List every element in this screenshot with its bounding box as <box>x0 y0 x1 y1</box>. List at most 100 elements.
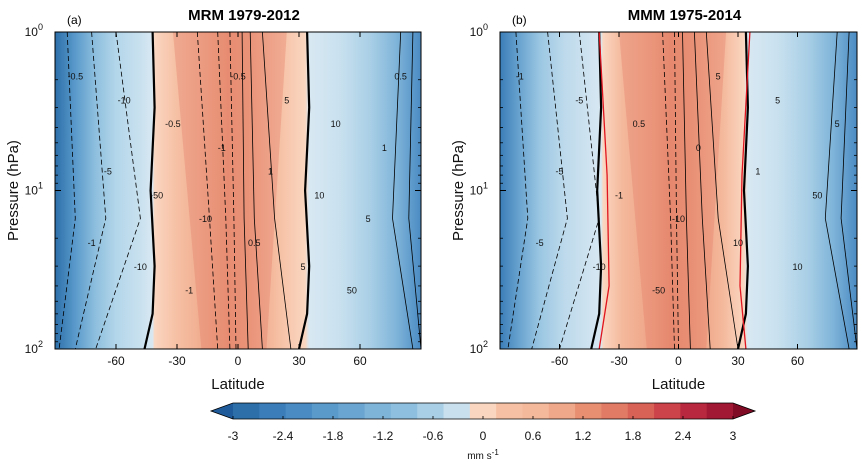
contour-label: 5 <box>716 72 721 82</box>
colorbar-bin <box>680 403 708 419</box>
panel-a: -0.5-1-5-10-10-50-0.5-1-10-1-0.50.515510… <box>5 7 422 393</box>
y-tick-exponent: 0 <box>483 22 488 32</box>
filled-contour-field <box>500 32 857 349</box>
contour-label: 1 <box>268 167 273 177</box>
positive-contour <box>241 32 249 349</box>
colorbar-tick-label: 2.4 <box>675 429 692 443</box>
plot-area: -0.5-1-5-10-10-50-0.5-1-10-1-0.50.515510… <box>55 32 421 349</box>
x-tick-label: 30 <box>731 354 745 368</box>
contour-label: 0 <box>696 143 701 153</box>
contour-label: -0.5 <box>230 72 246 82</box>
colorbar-bin <box>233 403 260 419</box>
red-line-north <box>739 32 751 349</box>
colorbar-tick-label: 3 <box>730 429 737 443</box>
zero-contour-north <box>297 32 311 349</box>
y-tick-label: 101 <box>25 181 43 198</box>
contour-label: 50 <box>347 286 357 296</box>
contour-label: 5 <box>284 95 289 105</box>
y-axis-label: Pressure (hPa) <box>450 140 467 241</box>
contour-label: 1 <box>755 167 760 177</box>
colorbar-bin <box>390 403 418 419</box>
y-tick-base: 10 <box>25 342 39 356</box>
y-tick-base: 10 <box>470 342 484 356</box>
panel-title: MMM 1975-2014 <box>628 7 742 24</box>
negative-contour <box>74 32 107 349</box>
negative-contour <box>229 32 237 349</box>
colorbar-bin <box>522 403 550 419</box>
colorbar-bin <box>601 403 629 419</box>
colorbar-bin <box>627 403 655 419</box>
colorbar-bin <box>548 403 576 419</box>
y-tick-exponent: 2 <box>483 339 488 349</box>
x-tick-label: 60 <box>791 354 805 368</box>
x-tick-label: 0 <box>235 354 242 368</box>
x-tick-label: 30 <box>292 354 306 368</box>
y-tick-exponent: 2 <box>38 339 43 349</box>
negative-contour <box>58 32 76 349</box>
contour-label: -10 <box>134 262 147 272</box>
panel-title: MRM 1979-2012 <box>188 7 300 24</box>
y-tick-exponent: 0 <box>38 22 43 32</box>
negative-contour <box>95 32 141 349</box>
x-axis-label: Latitude <box>211 376 264 393</box>
y-tick-label: 100 <box>25 22 43 39</box>
negative-contour <box>674 32 679 349</box>
colorbar-extend-low <box>211 403 233 419</box>
colorbar-bin <box>443 403 471 419</box>
contour-label: -0.5 <box>68 72 84 82</box>
colorbar-tick-label: 0.6 <box>525 429 542 443</box>
core-shading <box>172 32 287 349</box>
negative-contour <box>217 32 231 349</box>
y-tick-label: 102 <box>25 339 43 356</box>
x-tick-label: -30 <box>610 354 628 368</box>
x-tick-label: 60 <box>353 354 367 368</box>
x-tick-label: -30 <box>168 354 186 368</box>
colorbar-tick-label: -3 <box>228 429 239 443</box>
negative-contour <box>507 32 529 349</box>
contour-label: 1 <box>382 143 387 153</box>
colorbar-tick-label: 1.8 <box>625 429 642 443</box>
contour-label: -5 <box>104 167 112 177</box>
x-tick-label: -60 <box>551 354 569 368</box>
colorbar-bin <box>706 403 734 419</box>
contour-label: -0.5 <box>165 119 181 129</box>
contour-label: 10 <box>314 190 324 200</box>
zero-contour-north <box>736 32 750 349</box>
positive-contour <box>249 32 263 349</box>
contour-label: 0.5 <box>248 238 261 248</box>
negative-contour <box>196 32 219 349</box>
units-base: mm s <box>467 451 491 462</box>
x-tick-label: 0 <box>675 354 682 368</box>
contour-label: 5 <box>775 95 780 105</box>
colorbar-bin <box>285 403 313 419</box>
colorbar-tick-label: -1.8 <box>323 429 344 443</box>
units-exponent: -1 <box>492 448 500 457</box>
colorbar-tick-label: -1.2 <box>373 429 394 443</box>
panel-label: (b) <box>512 13 527 27</box>
contour-label: 10 <box>733 238 743 248</box>
contour-label: -50 <box>150 190 163 200</box>
y-tick-base: 10 <box>25 184 39 198</box>
contour-label: -5 <box>555 167 563 177</box>
positive-contour <box>262 32 292 349</box>
contour-label: -1 <box>516 72 524 82</box>
colorbar-tick-label: 1.2 <box>575 429 592 443</box>
positive-contour <box>694 32 711 349</box>
contour-label: -5 <box>575 95 583 105</box>
positive-contour <box>392 32 414 349</box>
contour-label: -10 <box>118 95 131 105</box>
contour-label: -1 <box>615 190 623 200</box>
contour-label: 5 <box>301 262 306 272</box>
colorbar-bin <box>259 403 287 419</box>
x-axis-label: Latitude <box>652 376 705 393</box>
contour-label: -50 <box>652 286 665 296</box>
contour-label: -10 <box>199 214 212 224</box>
positive-contour <box>840 32 857 349</box>
contour-label: 5 <box>835 119 840 129</box>
x-tick-label: -60 <box>107 354 125 368</box>
positive-contour <box>705 32 739 349</box>
y-tick-base: 10 <box>470 25 484 39</box>
